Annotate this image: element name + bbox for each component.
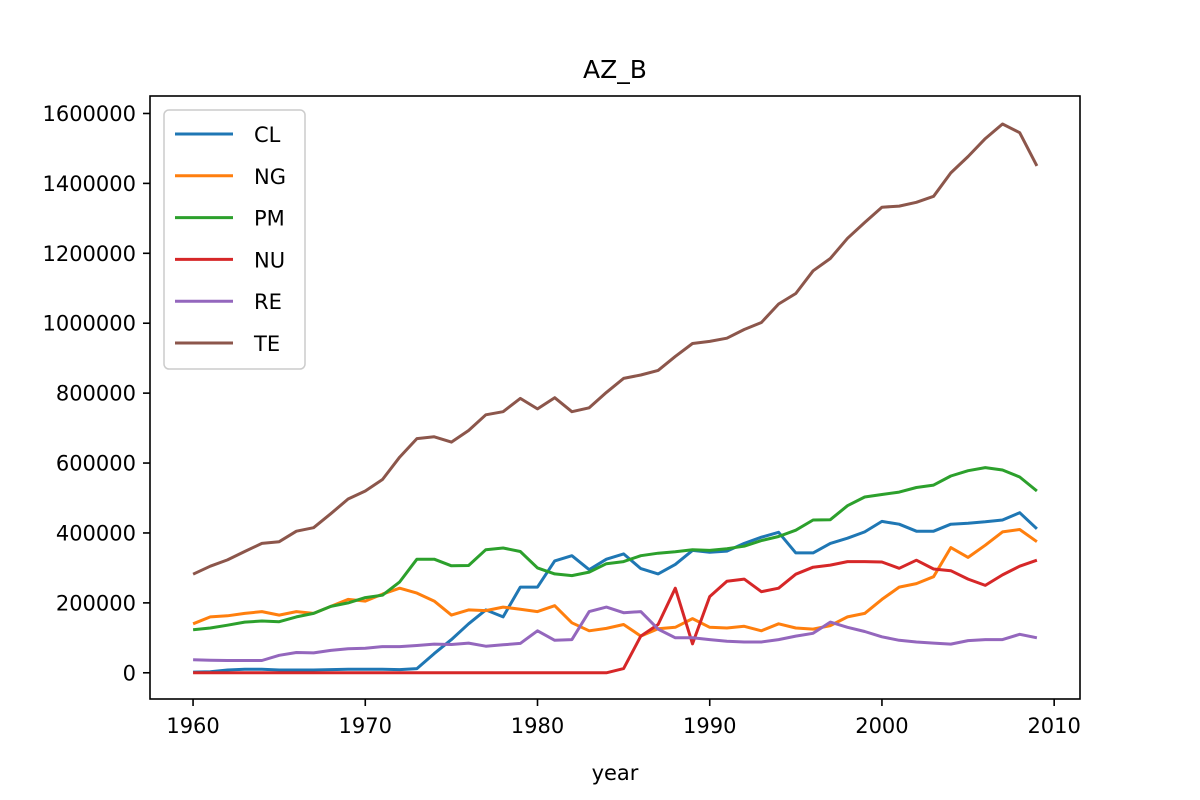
legend-item-ng: NG (175, 165, 286, 189)
legend-frame (163, 109, 306, 370)
x-tick-label: 1990 (683, 714, 736, 738)
series-layer (192, 122, 1039, 675)
x-tick-label: 1980 (511, 714, 564, 738)
legend-label-pm: PM (254, 207, 285, 231)
x-tick-label: 2010 (1027, 714, 1080, 738)
legend-item-re: RE (175, 290, 282, 314)
series-line-nu (193, 558, 1038, 675)
legend-label-cl: CL (254, 123, 281, 147)
chart-title: AZ_B (583, 55, 647, 84)
legend-label-nu: NU (254, 248, 285, 272)
plot-area (149, 95, 1081, 700)
y-tick-label: 1200000 (42, 242, 136, 266)
x-axis-title: year (592, 761, 639, 785)
x-tick-label: 2000 (855, 714, 908, 738)
legend-item-cl: CL (175, 123, 281, 147)
legend-label-ng: NG (254, 165, 286, 189)
legend-label-te: TE (253, 332, 280, 356)
y-tick-label: 400000 (56, 521, 136, 545)
legend-item-nu: NU (175, 248, 285, 272)
series-line-re (193, 605, 1038, 662)
y-tick-label: 1400000 (42, 172, 136, 196)
y-tick-label: 0 (123, 661, 136, 685)
legend-label-re: RE (254, 290, 282, 314)
series-line-pm (192, 466, 1038, 632)
legend-item-pm: PM (175, 207, 285, 231)
y-tick-label: 200000 (56, 591, 136, 615)
x-tick-label: 1960 (166, 714, 219, 738)
x-axis: 1960 1970 1980 1990 2000 2010 (166, 699, 1081, 738)
legend-item-te: TE (175, 332, 280, 356)
y-tick-label: 1600000 (42, 102, 136, 126)
x-tick-label: 1970 (339, 714, 392, 738)
legend: CL NG PM NU RE TE (163, 109, 306, 370)
plot-frame (149, 95, 1081, 700)
y-tick-label: 600000 (56, 452, 136, 476)
y-axis: 0 200000 400000 600000 800000 1000000 1200000 1… (42, 102, 150, 685)
y-tick-label: 800000 (56, 382, 136, 406)
series-line-te (192, 122, 1039, 576)
y-tick-label: 1000000 (42, 312, 136, 336)
series-line-cl (193, 511, 1038, 674)
